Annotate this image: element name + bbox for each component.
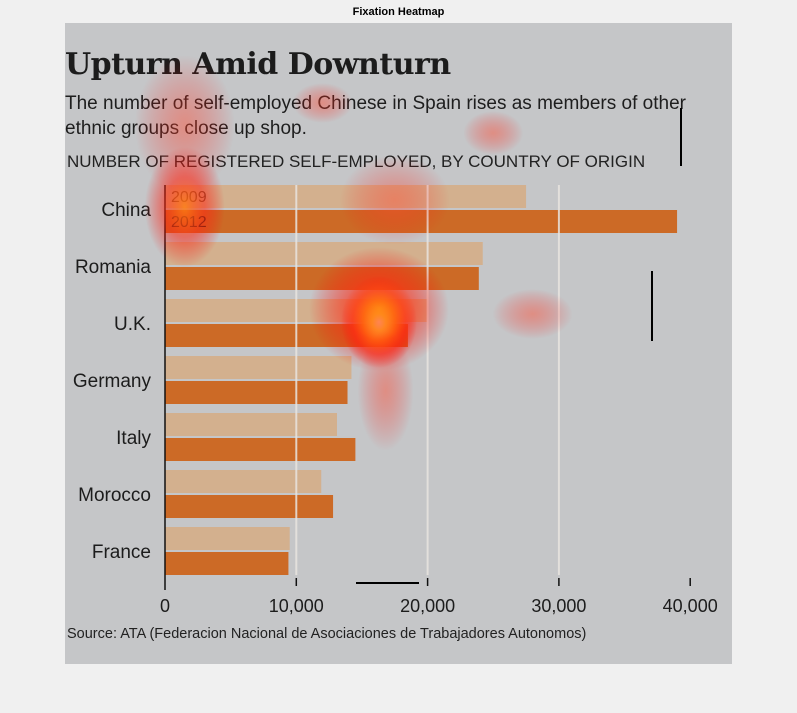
bar-2012-italy	[165, 438, 356, 461]
bar-2012-uk	[165, 324, 408, 347]
stray-mark	[651, 271, 653, 341]
bar-2009-morocco	[165, 470, 322, 493]
source-note: Source: ATA (Federacion Nacional de Asoc…	[67, 626, 587, 642]
category-labels-group: China Romania U.K. Germany Italy Morocco Franc…	[73, 200, 152, 563]
x-axis-group: 0 10,000 20,000 30,000 40,000	[160, 185, 718, 616]
category-label: France	[92, 542, 151, 563]
figure-title: Fixation Heatmap	[352, 6, 445, 18]
category-label: U.K.	[114, 314, 151, 335]
stray-mark	[680, 108, 682, 166]
category-label: China	[101, 200, 151, 221]
x-tick-label: 10,000	[269, 596, 324, 616]
bar-2012-romania	[165, 267, 479, 290]
category-label: Morocco	[78, 485, 151, 506]
x-tick-label: 0	[160, 596, 170, 616]
headline: Upturn Amid Downturn	[65, 47, 451, 82]
x-tick-label: 40,000	[663, 596, 718, 616]
bar-2012-france	[165, 552, 289, 575]
bar-2012-china	[165, 210, 678, 233]
legend-label-2009: 2009	[171, 189, 207, 206]
category-label: Germany	[73, 371, 152, 392]
legend-label-2012: 2012	[171, 214, 207, 231]
x-tick-label: 30,000	[531, 596, 586, 616]
bar-2009-romania	[165, 242, 483, 265]
stray-mark	[356, 582, 419, 584]
bar-2009-france	[165, 527, 290, 550]
bar-2009-germany	[165, 356, 352, 379]
bar-2012-germany	[165, 381, 348, 404]
infographic-panel: Upturn Amid Downturn The number of self-…	[65, 23, 732, 664]
bar-2009-china	[165, 185, 527, 208]
bar-2009-italy	[165, 413, 338, 436]
bar-chart: China Romania U.K. Germany Italy Morocco Franc…	[73, 185, 718, 616]
category-label: Italy	[116, 428, 151, 449]
x-tick-label: 20,000	[400, 596, 455, 616]
category-label: Romania	[75, 257, 151, 278]
bar-2012-morocco	[165, 495, 334, 518]
bars-group	[165, 185, 678, 575]
